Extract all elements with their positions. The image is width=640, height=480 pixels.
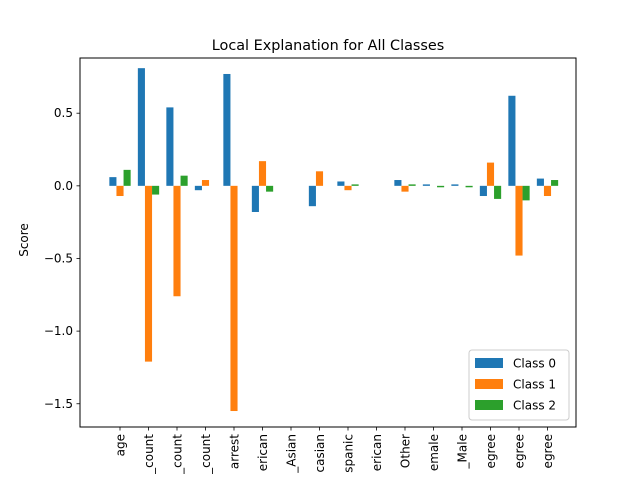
x-tick-label: _Male — [456, 434, 470, 469]
legend-swatch — [475, 400, 503, 410]
x-tick-label: erican — [370, 434, 384, 471]
legend-swatch — [475, 358, 503, 368]
bar-class0-3 — [194, 185, 202, 191]
y-tick-label: −0.5 — [44, 251, 73, 265]
bar-class2-8 — [351, 184, 359, 186]
legend-swatch — [475, 379, 503, 389]
bar-class0-10 — [394, 180, 402, 186]
bar-class0-1 — [137, 68, 145, 186]
x-tick-label: spanic — [342, 434, 356, 473]
x-tick-label: erican — [256, 434, 270, 471]
x-axis: age _count _count _count arrest erican _Asian c… — [114, 427, 555, 475]
bar-class1-15 — [543, 185, 552, 197]
y-axis: −1.5 −1.0 −0.5 0.0 0.5 — [44, 106, 80, 411]
legend-label: Class 2 — [513, 399, 556, 413]
bar-class0-14 — [508, 95, 516, 186]
y-tick-label: 0.5 — [54, 106, 73, 120]
bar-class0-0 — [109, 177, 117, 186]
x-tick-label: _Asian — [285, 434, 299, 474]
y-tick-label: 0.0 — [54, 179, 73, 193]
bar-class2-11 — [437, 185, 445, 188]
bar-class2-15 — [551, 180, 559, 186]
bar-class1-10 — [401, 185, 409, 192]
y-axis-label: Score — [17, 223, 31, 257]
x-tick-label: emale — [427, 434, 441, 471]
x-tick-label: casian — [313, 434, 327, 473]
x-tick-label: arrest — [228, 434, 242, 469]
bar-class0-5 — [251, 185, 259, 212]
bar-class1-7 — [315, 171, 324, 186]
bar-class0-11 — [422, 184, 430, 186]
x-tick-label: egree — [513, 434, 527, 468]
bar-class1-4 — [230, 185, 238, 412]
plot-frame — [79, 57, 577, 428]
bar-class1-14 — [515, 185, 523, 256]
bar-class0-4 — [223, 73, 231, 186]
bar-class0-2 — [166, 107, 174, 186]
bar-class0-15 — [536, 178, 544, 186]
x-tick-label: age — [114, 434, 128, 456]
bar-class0-8 — [337, 181, 345, 186]
y-tick-label: −1.5 — [44, 397, 73, 411]
bar-class2-10 — [408, 184, 416, 186]
legend: Class 0 Class 1 Class 2 — [468, 349, 570, 421]
legend-label: Class 0 — [513, 357, 556, 371]
y-tick-label: −1.0 — [44, 324, 73, 338]
bar-class2-12 — [465, 185, 473, 188]
bar-class2-5 — [266, 185, 274, 192]
bar-class1-0 — [116, 185, 124, 197]
bar-class2-1 — [152, 185, 160, 195]
bar-class1-2 — [173, 185, 181, 297]
x-tick-label: egree — [541, 434, 555, 468]
bar-class1-13 — [486, 162, 495, 186]
x-tick-label: _count — [171, 434, 185, 475]
bar-class0-7 — [308, 185, 316, 207]
x-tick-label: Other — [399, 434, 413, 468]
chart-title: Local Explanation for All Classes — [212, 38, 445, 54]
bar-class2-2 — [180, 175, 188, 186]
bar-class2-14 — [522, 185, 530, 201]
bars-group — [109, 68, 559, 412]
legend-label: Class 1 — [513, 378, 556, 392]
x-tick-label: egree — [484, 434, 498, 468]
bar-class0-12 — [451, 184, 459, 186]
bar-class2-13 — [494, 185, 502, 199]
x-tick-label: _count — [142, 434, 156, 475]
bar-class1-5 — [258, 161, 267, 186]
x-tick-label: _count — [199, 434, 213, 475]
bar-class1-1 — [144, 185, 153, 362]
bar-class2-0 — [123, 169, 131, 186]
bar-class0-13 — [479, 185, 487, 197]
bar-class1-8 — [344, 185, 352, 191]
bar-class1-3 — [201, 180, 210, 186]
